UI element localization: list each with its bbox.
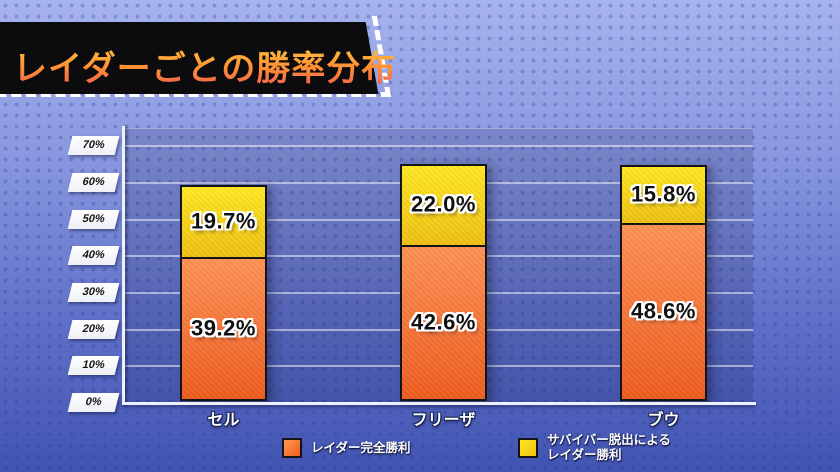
- y-tick-badge: 60%: [67, 173, 120, 192]
- stacked-bar: 42.6% 22.0%: [400, 164, 487, 401]
- legend-label-line: サバイバー脱出による: [547, 433, 671, 447]
- page-title: レイダーごとの勝率分布: [13, 41, 396, 90]
- bar-segment-raider-full-win: 39.2%: [180, 257, 267, 401]
- legend-label-line: レイダー勝利: [547, 448, 622, 462]
- y-tick-badge: 70%: [67, 136, 120, 156]
- y-tick-badge: 30%: [67, 283, 120, 302]
- y-tick-badge: 50%: [67, 209, 120, 229]
- y-tick-badge: 10%: [67, 356, 120, 376]
- bar-segment-raider-full-win: 48.6%: [620, 222, 707, 401]
- bar-value-label: 39.2%: [191, 315, 256, 341]
- chart-plot-area: 39.2% 19.7% 42.6% 22.0% 48.6% 15.8%: [125, 128, 753, 403]
- bar-segment-survivor-escape-win: 19.7%: [180, 185, 267, 260]
- legend-swatch-orange: [282, 438, 302, 458]
- y-tick-badge: 20%: [67, 319, 120, 339]
- bar-value-label: 22.0%: [411, 191, 476, 217]
- category-label: ブウ: [647, 412, 680, 429]
- stacked-bar: 39.2% 19.7%: [180, 185, 267, 401]
- bar-segment-survivor-escape-win: 22.0%: [400, 164, 487, 247]
- legend-label-line: レイダー完全勝利: [311, 440, 411, 455]
- legend-swatch-yellow: [518, 438, 538, 458]
- bar-value-label: 48.6%: [631, 298, 696, 324]
- category-label: セル: [207, 412, 240, 429]
- bar-segment-raider-full-win: 42.6%: [400, 244, 487, 401]
- y-axis-line: [122, 126, 125, 405]
- bar-value-label: 42.6%: [411, 309, 476, 335]
- category-label: フリーザ: [411, 412, 476, 429]
- bar-segment-survivor-escape-win: 15.8%: [620, 164, 707, 225]
- y-tick-badge: 40%: [67, 246, 120, 266]
- stacked-bar: 48.6% 15.8%: [620, 164, 707, 401]
- legend-item: レイダー完全勝利: [282, 438, 411, 458]
- y-tick-badge: 0%: [67, 393, 120, 412]
- x-axis-line: [122, 402, 756, 405]
- legend-item: サバイバー脱出による レイダー勝利: [518, 433, 671, 463]
- gridline: [125, 145, 753, 148]
- bar-value-label: 15.8%: [631, 181, 696, 207]
- legend-label: サバイバー脱出による レイダー勝利: [547, 433, 671, 463]
- bar-value-label: 19.7%: [191, 208, 256, 234]
- legend-label: レイダー完全勝利: [311, 441, 411, 456]
